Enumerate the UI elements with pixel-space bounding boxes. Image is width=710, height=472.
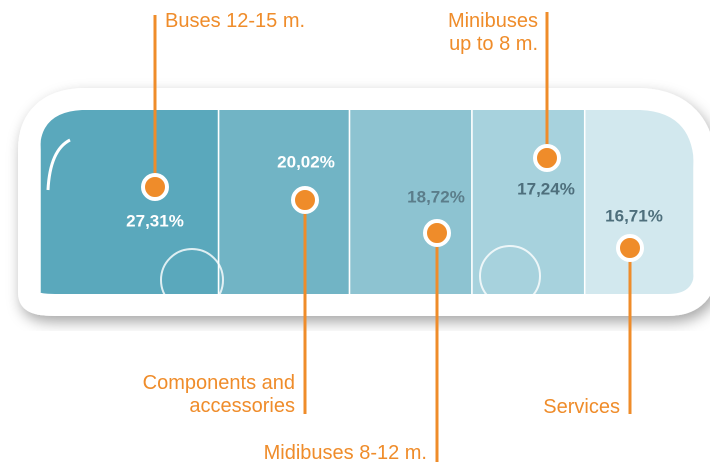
marker-dot <box>143 175 167 199</box>
category-label: Minibuses up to 8 m. <box>428 10 538 56</box>
value-label: 17,24% <box>517 179 575 198</box>
marker-dot <box>425 221 449 245</box>
segment <box>585 100 694 300</box>
value-label: 16,71% <box>605 206 663 225</box>
value-label: 18,72% <box>407 187 465 206</box>
value-label: 27,31% <box>126 211 184 230</box>
category-label: Buses 12-15 m. <box>165 10 365 33</box>
marker-dot <box>293 188 317 212</box>
category-label: Midibuses 8-12 m. <box>207 442 427 465</box>
category-label: Components and accessories <box>125 372 295 418</box>
segment <box>219 100 350 300</box>
category-label: Services <box>500 396 620 419</box>
marker-dot <box>535 146 559 170</box>
infographic: 27,31% 20,02% 18,72% 17,24% 16,71% Buses 12-… <box>0 0 710 472</box>
value-label: 20,02% <box>277 152 335 171</box>
marker-dot <box>618 236 642 260</box>
segment <box>40 100 219 300</box>
segment <box>472 100 585 300</box>
